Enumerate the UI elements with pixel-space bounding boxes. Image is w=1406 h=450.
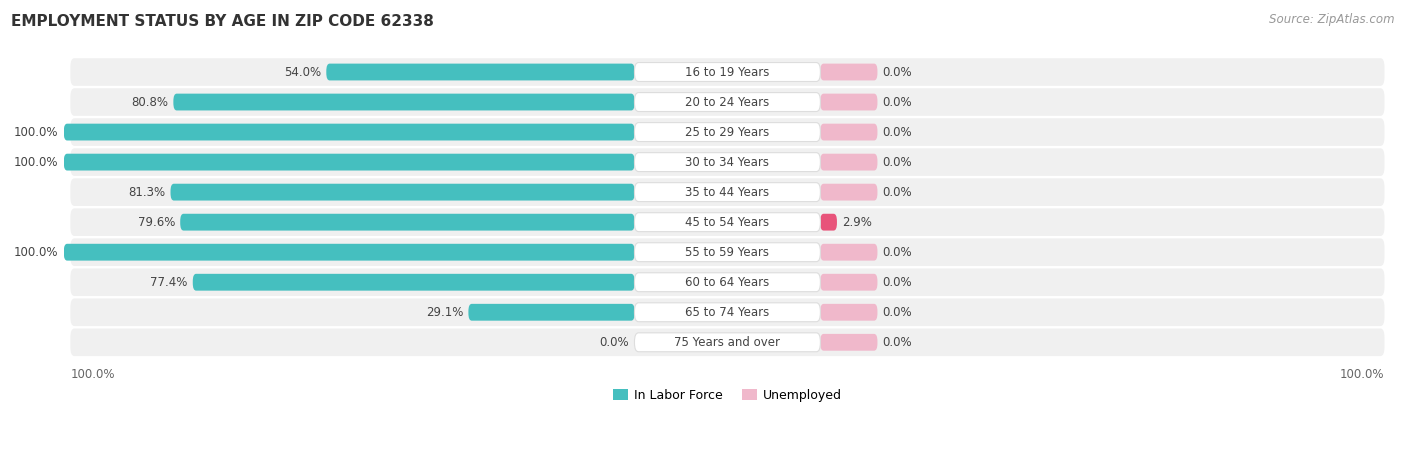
Text: 0.0%: 0.0%	[599, 336, 630, 349]
Text: 0.0%: 0.0%	[883, 126, 912, 139]
FancyBboxPatch shape	[63, 124, 634, 140]
Text: 100.0%: 100.0%	[70, 368, 115, 381]
FancyBboxPatch shape	[70, 118, 1385, 146]
Text: 35 to 44 Years: 35 to 44 Years	[685, 186, 769, 198]
Text: 20 to 24 Years: 20 to 24 Years	[685, 95, 769, 108]
FancyBboxPatch shape	[634, 63, 820, 81]
FancyBboxPatch shape	[468, 304, 634, 321]
FancyBboxPatch shape	[70, 238, 1385, 266]
FancyBboxPatch shape	[326, 63, 634, 81]
FancyBboxPatch shape	[820, 274, 877, 291]
Text: 0.0%: 0.0%	[883, 95, 912, 108]
Text: 100.0%: 100.0%	[14, 126, 59, 139]
FancyBboxPatch shape	[173, 94, 634, 110]
Text: 65 to 74 Years: 65 to 74 Years	[685, 306, 769, 319]
Text: 0.0%: 0.0%	[883, 156, 912, 169]
Text: 0.0%: 0.0%	[883, 66, 912, 78]
Text: 0.0%: 0.0%	[883, 246, 912, 259]
FancyBboxPatch shape	[820, 334, 877, 351]
Text: 0.0%: 0.0%	[883, 306, 912, 319]
Text: 0.0%: 0.0%	[883, 336, 912, 349]
Text: 100.0%: 100.0%	[14, 156, 59, 169]
FancyBboxPatch shape	[634, 303, 820, 322]
FancyBboxPatch shape	[820, 244, 877, 261]
Text: 75 Years and over: 75 Years and over	[675, 336, 780, 349]
Text: 16 to 19 Years: 16 to 19 Years	[685, 66, 769, 78]
Text: 79.6%: 79.6%	[138, 216, 174, 229]
Text: 60 to 64 Years: 60 to 64 Years	[685, 276, 769, 289]
FancyBboxPatch shape	[820, 184, 877, 201]
FancyBboxPatch shape	[634, 243, 820, 261]
FancyBboxPatch shape	[634, 183, 820, 202]
FancyBboxPatch shape	[820, 124, 877, 140]
FancyBboxPatch shape	[63, 244, 634, 261]
Text: 81.3%: 81.3%	[128, 186, 166, 198]
FancyBboxPatch shape	[70, 88, 1385, 116]
FancyBboxPatch shape	[70, 178, 1385, 206]
Text: EMPLOYMENT STATUS BY AGE IN ZIP CODE 62338: EMPLOYMENT STATUS BY AGE IN ZIP CODE 623…	[11, 14, 434, 28]
FancyBboxPatch shape	[634, 213, 820, 232]
FancyBboxPatch shape	[70, 298, 1385, 326]
FancyBboxPatch shape	[70, 58, 1385, 86]
Text: 55 to 59 Years: 55 to 59 Years	[686, 246, 769, 259]
Text: 80.8%: 80.8%	[131, 95, 169, 108]
Text: 30 to 34 Years: 30 to 34 Years	[686, 156, 769, 169]
Text: 29.1%: 29.1%	[426, 306, 463, 319]
FancyBboxPatch shape	[70, 208, 1385, 236]
Text: 54.0%: 54.0%	[284, 66, 321, 78]
Text: 2.9%: 2.9%	[842, 216, 872, 229]
Text: 0.0%: 0.0%	[883, 276, 912, 289]
Text: 0.0%: 0.0%	[883, 186, 912, 198]
FancyBboxPatch shape	[70, 268, 1385, 296]
Text: 100.0%: 100.0%	[1340, 368, 1385, 381]
FancyBboxPatch shape	[63, 154, 634, 171]
FancyBboxPatch shape	[820, 94, 877, 110]
FancyBboxPatch shape	[820, 304, 877, 321]
Text: 77.4%: 77.4%	[150, 276, 187, 289]
Text: 45 to 54 Years: 45 to 54 Years	[685, 216, 769, 229]
FancyBboxPatch shape	[634, 153, 820, 171]
Text: 100.0%: 100.0%	[14, 246, 59, 259]
FancyBboxPatch shape	[820, 214, 837, 230]
FancyBboxPatch shape	[634, 273, 820, 292]
Text: Source: ZipAtlas.com: Source: ZipAtlas.com	[1270, 14, 1395, 27]
Legend: In Labor Force, Unemployed: In Labor Force, Unemployed	[607, 384, 846, 407]
FancyBboxPatch shape	[170, 184, 634, 201]
FancyBboxPatch shape	[70, 328, 1385, 356]
FancyBboxPatch shape	[634, 93, 820, 112]
FancyBboxPatch shape	[634, 333, 820, 352]
FancyBboxPatch shape	[180, 214, 634, 230]
Text: 25 to 29 Years: 25 to 29 Years	[685, 126, 769, 139]
FancyBboxPatch shape	[193, 274, 634, 291]
FancyBboxPatch shape	[70, 148, 1385, 176]
FancyBboxPatch shape	[820, 63, 877, 81]
FancyBboxPatch shape	[820, 154, 877, 171]
FancyBboxPatch shape	[634, 122, 820, 142]
